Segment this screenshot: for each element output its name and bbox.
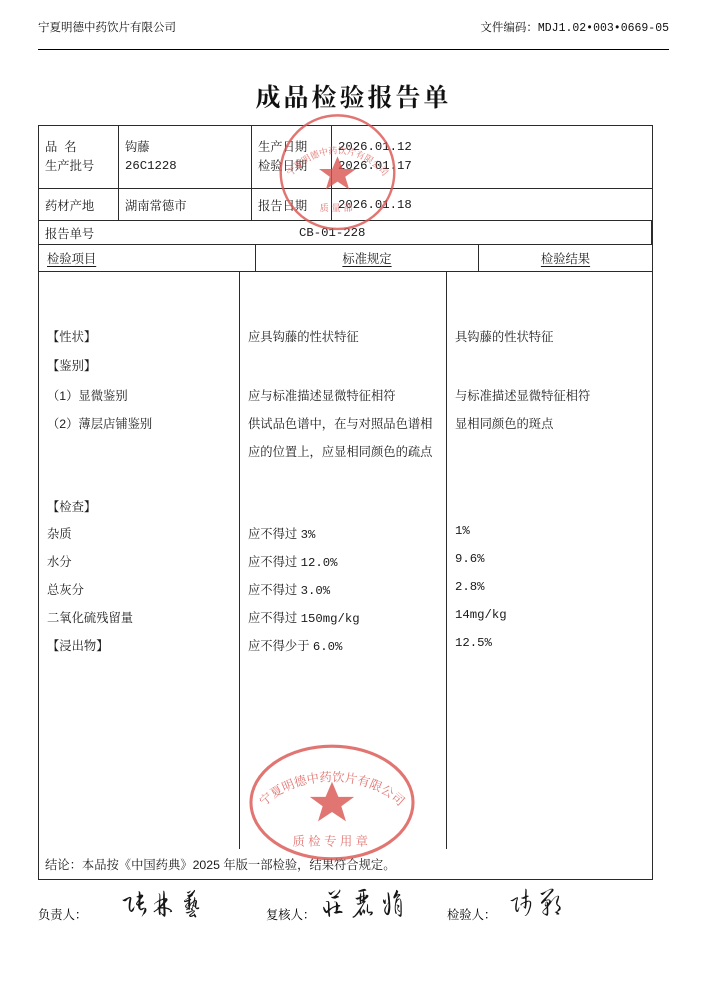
svg-text:质检专用章: 质检专用章 <box>293 832 372 850</box>
svg-text:质量部: 质量部 <box>320 200 356 214</box>
